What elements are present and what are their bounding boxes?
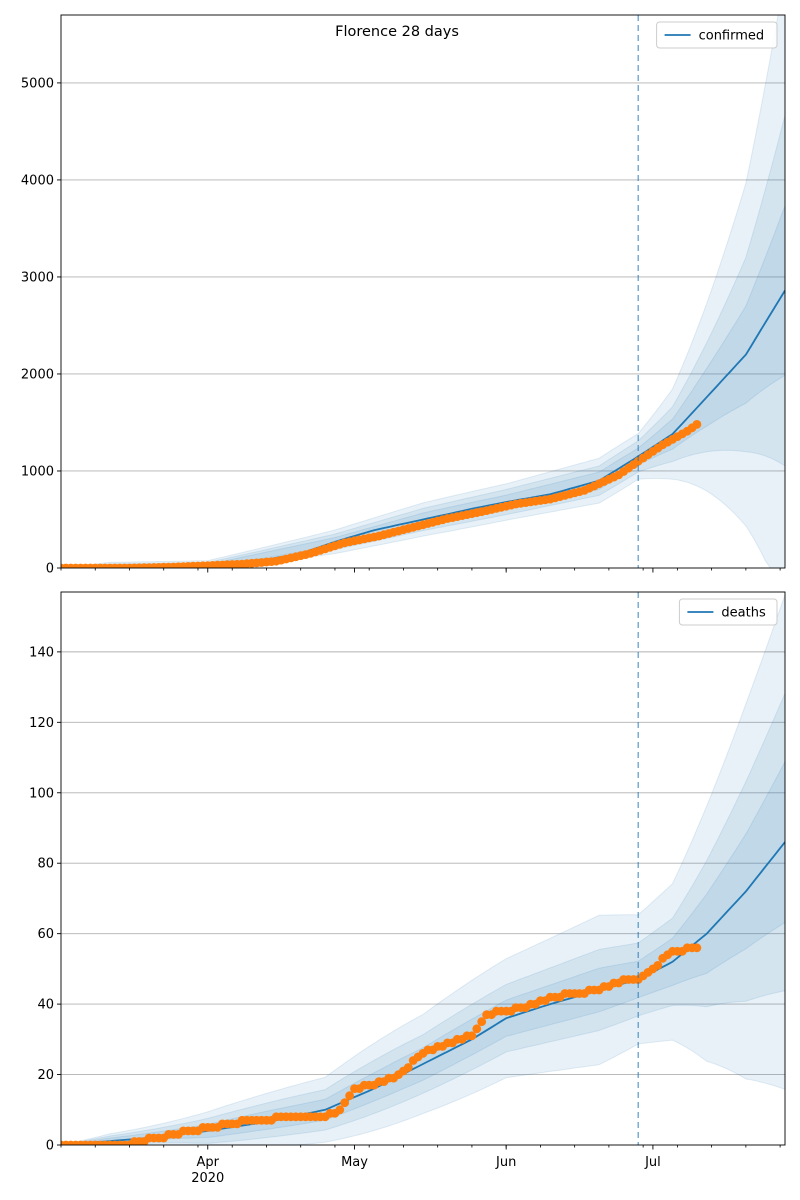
y-tick-label: 40 [37,998,54,1013]
observed-point [472,1024,482,1034]
legend-label: deaths [721,606,766,621]
x-tick-label: Apr [197,1155,220,1170]
y-tick-label: 0 [46,1139,54,1154]
y-tick-label: 120 [29,716,54,731]
observed-point [345,1091,354,1101]
observed-point [692,420,702,429]
y-tick-label: 5000 [21,76,54,91]
legend-label: confirmed [699,29,765,44]
uncertainty-band [61,115,785,568]
observed-point [467,1031,477,1041]
observed-point [335,1105,345,1115]
confirmed-panel: 0 1000 2000 3000 4000 5000 confirmed [21,14,786,577]
y-tick-label: 4000 [21,173,54,188]
y-tick-label: 140 [29,645,54,660]
y-tick-label: 20 [37,1068,54,1083]
plot-area [61,594,785,1145]
y-tick-label: 100 [29,786,54,801]
y-tick-label: 2000 [21,367,54,382]
legend: deaths [678,598,778,626]
uncertainty-band [61,15,785,568]
legend: confirmed [656,21,778,49]
x-tick-sublabel: 2020 [191,1171,224,1186]
y-tick-label: 1000 [21,464,54,479]
observed-point [340,1098,350,1108]
uncertainty-band [61,594,785,1145]
legend-box [678,598,778,626]
plot-area [61,15,785,568]
x-tick-label: Jul [644,1155,661,1170]
x-tick-label: Jun [495,1155,516,1170]
axes-frame [60,14,786,569]
observed-point [692,943,702,953]
legend-box [656,21,778,49]
axes-frame [60,591,786,1146]
chart-title: Florence 28 days [335,24,459,40]
uncertainty-band [61,761,785,1145]
y-tick-label: 60 [37,927,54,942]
y-tick-label: 3000 [21,270,54,285]
observed-point [653,961,663,970]
observed-point [477,1017,487,1027]
y-tick-label: 0 [46,562,54,577]
observed-point [403,1063,413,1072]
x-tick-label: May [341,1155,368,1170]
y-tick-label: 80 [37,857,54,872]
